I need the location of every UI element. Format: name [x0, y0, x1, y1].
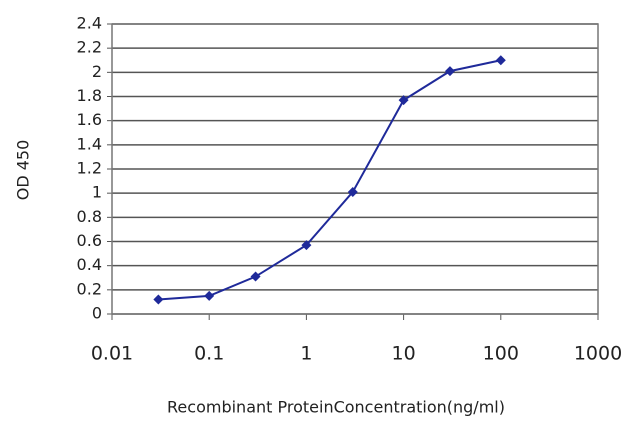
y-tick-label: 1.4: [77, 134, 102, 153]
data-point: [347, 186, 358, 197]
data-line: [158, 59, 502, 301]
x-axis-title: Recombinant ProteinConcentration(ng/ml): [167, 398, 505, 417]
x-tick-label: 100: [483, 343, 519, 365]
data-point: [398, 95, 409, 106]
x-tick-label: 1: [300, 343, 312, 365]
y-tick-label: 2: [92, 62, 102, 81]
x-tick-label: 1000: [574, 343, 622, 365]
y-tick-label: 2.2: [77, 38, 102, 57]
x-tick-label: 0.01: [91, 343, 133, 365]
y-tick-label: 0.4: [77, 255, 102, 274]
y-tick-label: 0.8: [77, 207, 102, 226]
plot-frame: [111, 23, 599, 315]
y-tick-label: 1.2: [77, 159, 102, 178]
y-tick-label: 2.4: [77, 14, 102, 33]
data-point: [153, 294, 164, 305]
y-tick-label: 0: [92, 304, 102, 323]
x-tick-label: 0.1: [194, 343, 224, 365]
data-point: [444, 66, 455, 77]
data-point: [301, 240, 312, 251]
y-tick-label: 1.8: [77, 86, 102, 105]
y-tick-label: 1: [92, 183, 102, 202]
y-tick-label: 0.6: [77, 231, 102, 250]
data-point: [495, 55, 506, 66]
data-point: [250, 271, 261, 282]
y-tick-label: 0.2: [77, 279, 102, 298]
y-axis-title: OD 450: [14, 140, 33, 201]
x-tick-label: 10: [392, 343, 416, 365]
data-point: [204, 290, 215, 301]
y-tick-label: 1.6: [77, 110, 102, 129]
